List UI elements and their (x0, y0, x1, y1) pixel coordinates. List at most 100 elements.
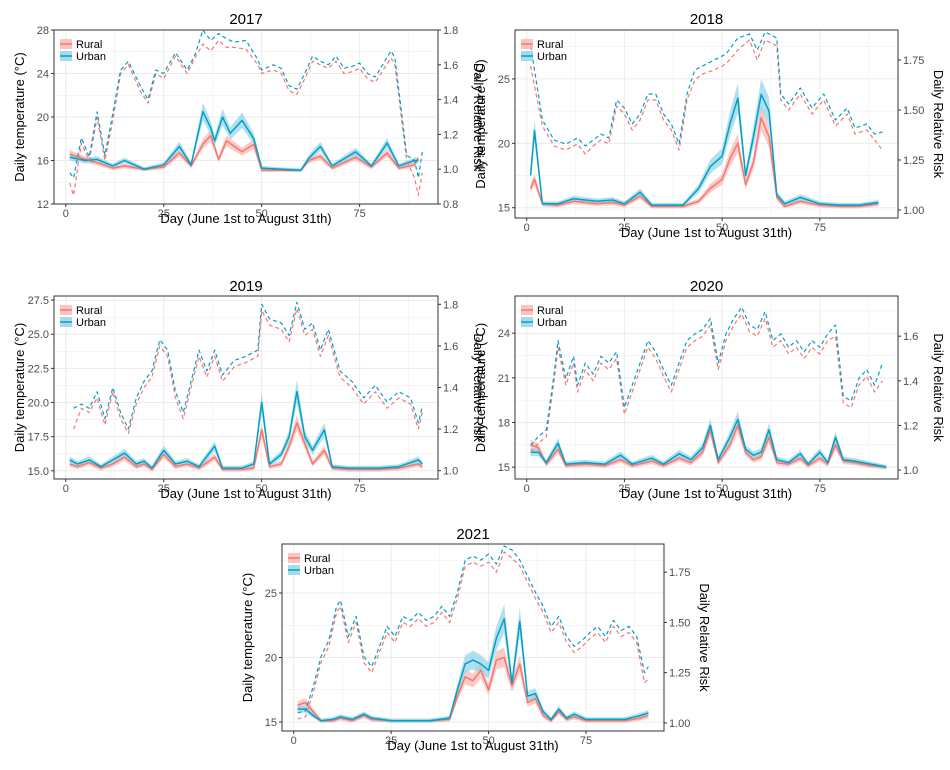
x-tick-label: 50 (716, 483, 728, 495)
y-tick-label: 15 (498, 462, 510, 474)
y-tick-label: 15.0 (28, 466, 49, 478)
y-axis-title: Daily temperature (°C) (240, 573, 255, 702)
x-tick-label: 50 (256, 483, 268, 495)
y-tick-label: 25.0 (28, 329, 49, 341)
y2-axis-title: Daily Relative Risk (697, 583, 712, 692)
x-tick-label: 0 (63, 208, 69, 220)
panel-2017: 0 25 50 75 12 16 20 24 28 0.8 1.0 1.2 1.4 1.6 1.8 2017 D… (12, 11, 486, 226)
series-ribbon-urban (530, 78, 879, 208)
x-tick-label: 75 (814, 222, 826, 234)
y-tick-label: 20 (265, 652, 277, 664)
y-tick-label: 12 (37, 199, 49, 211)
x-axis-title: Day (June 1st to August 31th) (621, 486, 792, 501)
y2-tick-label: 1.2 (443, 129, 458, 141)
y2-axis-title: Daily Relative Risk (931, 70, 946, 179)
plot-background (515, 30, 898, 218)
y2-tick-label: 1.6 (903, 331, 918, 343)
series-ribbon-urban (297, 604, 649, 723)
x-axis-title: Day (June 1st to August 31th) (160, 486, 331, 501)
plot-border (514, 295, 899, 480)
y-axis-title: Daily temperature (°C) (473, 59, 488, 188)
y2-tick-label: 1.00 (903, 205, 924, 217)
legend-label-urban: Urban (304, 565, 334, 577)
gridlines (54, 296, 438, 479)
y-tick-label: 24 (37, 69, 49, 81)
panel-title: 2019 (229, 278, 262, 295)
y2-tick-label: 1.75 (903, 55, 924, 67)
panel-2021: 0 25 50 75 15 20 25 1.00 1.25 1.50 1.75 2021 Day (Ju… (240, 526, 712, 753)
series-line-rural-relative-risk (69, 39, 423, 196)
x-tick-label: 0 (524, 483, 530, 495)
x-tick-label: 25 (385, 735, 397, 747)
y-tick-label: 17.5 (28, 432, 49, 444)
legend-label-urban: Urban (537, 51, 567, 63)
y2-tick-label: 1.0 (903, 465, 918, 477)
y2-tick-label: 1.4 (443, 383, 458, 395)
y2-tick-label: 1.0 (443, 164, 458, 176)
y-tick-label: 24 (498, 328, 510, 340)
y2-axis-title: Daily Relative Risk (471, 333, 486, 442)
y2-axis-title: Daily Relative Risk (931, 333, 946, 442)
y-tick-label: 15 (265, 717, 277, 729)
y2-tick-label: 1.6 (443, 341, 458, 353)
gridlines (515, 30, 898, 218)
panel-title: 2017 (229, 11, 262, 28)
y-tick-label: 20 (37, 112, 49, 124)
y-axis-title: Daily temperature (°C) (473, 323, 488, 452)
plot-border (514, 29, 899, 219)
series-line-rural-temperature (69, 134, 420, 172)
series-ribbon-rural (297, 647, 649, 723)
panel-2020: 0 25 50 75 15 18 21 24 1.0 1.2 1.4 1.6 2020 Day (June… (473, 278, 946, 501)
y2-tick-label: 1.75 (669, 567, 690, 579)
plot-background (282, 544, 664, 731)
y2-tick-label: 1.0 (443, 466, 458, 478)
y-tick-label: 28 (37, 25, 49, 37)
x-tick-label: 50 (482, 735, 494, 747)
y2-tick-label: 1.8 (443, 25, 458, 37)
x-tick-label: 75 (354, 483, 366, 495)
y-tick-label: 16 (37, 156, 49, 168)
legend-label-urban: Urban (76, 317, 106, 329)
legend-label-rural: Rural (537, 305, 563, 317)
x-tick-label: 25 (618, 483, 630, 495)
series-line-urban-temperature (297, 618, 649, 722)
y-tick-label: 21 (498, 373, 510, 385)
series-line-rural-relative-risk (530, 313, 883, 453)
x-axis-title: Day (June 1st to August 31th) (160, 211, 331, 226)
panel-2018: 0 25 50 75 15 20 25 1.00 1.25 1.50 1.75 2018 Day (Ju… (473, 11, 946, 240)
panel-title: 2021 (456, 526, 489, 543)
x-tick-label: 50 (256, 208, 268, 220)
y2-axis-title: Daily Relative Risk (471, 63, 486, 172)
y2-tick-label: 1.00 (669, 718, 690, 730)
x-axis-title: Day (June 1st to August 31th) (621, 225, 792, 240)
legend-label-rural: Rural (537, 39, 563, 51)
y2-tick-label: 1.25 (903, 155, 924, 167)
y2-tick-label: 1.4 (903, 376, 918, 388)
series-line-urban-relative-risk (73, 301, 423, 430)
series-line-urban-relative-risk (297, 545, 649, 714)
y-tick-label: 20.0 (28, 398, 49, 410)
legend-label-rural: Rural (76, 305, 102, 317)
y2-tick-label: 1.2 (443, 424, 458, 436)
x-tick-label: 75 (580, 735, 592, 747)
y-axis-title: Daily temperature (°C) (12, 52, 27, 181)
x-tick-label: 50 (716, 222, 728, 234)
plot-border (281, 543, 665, 732)
panel-title: 2018 (690, 11, 723, 28)
plot-background (54, 296, 438, 479)
series-line-rural-relative-risk (530, 39, 883, 155)
legend-label-urban: Urban (76, 51, 106, 63)
series-line-urban-relative-risk (530, 306, 883, 446)
x-tick-label: 0 (291, 735, 297, 747)
x-tick-label: 0 (63, 483, 69, 495)
y2-tick-label: 1.4 (443, 95, 458, 107)
x-tick-label: 75 (814, 483, 826, 495)
x-tick-label: 25 (158, 483, 170, 495)
series-line-rural-temperature (297, 656, 649, 722)
y-tick-label: 22.5 (28, 363, 49, 375)
